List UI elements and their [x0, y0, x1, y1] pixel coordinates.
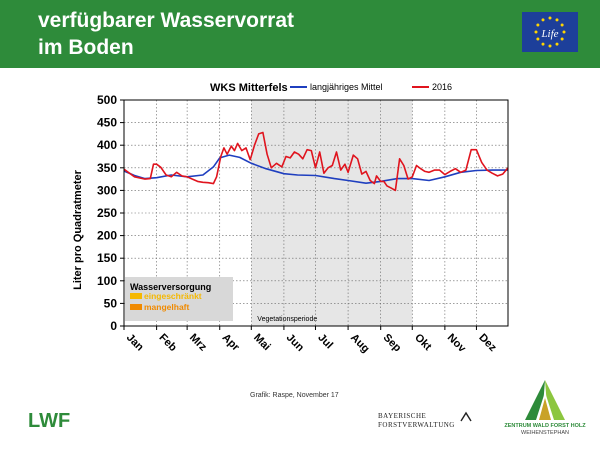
y-tick-label: 450 [97, 116, 117, 130]
lwf-logo-icon: LWF [28, 410, 70, 432]
eu-star-icon [548, 44, 552, 48]
water-supply-legend [125, 277, 233, 321]
eu-star-icon [534, 30, 538, 34]
lwf-logo-text: LWF [28, 410, 70, 429]
legend-label-2016: 2016 [432, 82, 452, 92]
eu-star-icon [555, 42, 559, 46]
vegetation-period-label: Vegetationsperiode [257, 316, 317, 323]
eu-life-logo: Life [522, 12, 578, 52]
zwf-logo-line-2: WEIHENSTEPHAN [521, 430, 569, 436]
y-tick-label: 200 [97, 229, 117, 243]
life-logo-text: Life [540, 28, 558, 40]
bfv-logo-line-2: FORSTVERWALTUNG [378, 421, 455, 429]
x-tick-label-dez: Dez [476, 332, 499, 355]
y-tick-label: 50 [104, 296, 118, 310]
x-tick-label-aug: Aug [348, 332, 372, 356]
x-tick-label-mrz: Mrz [187, 332, 209, 354]
y-tick-label: 150 [97, 251, 117, 265]
y-tick-label: 300 [97, 183, 117, 197]
eu-star-icon [541, 42, 545, 46]
eu-star-icon [560, 37, 564, 41]
water-supply-swatch [130, 304, 142, 310]
series-line-mittel [123, 154, 508, 184]
chart-title: WKS Mitterfels [210, 82, 288, 94]
x-tick-label-sep: Sep [381, 332, 404, 355]
series-line-2016 [123, 131, 509, 192]
y-tick-label: 400 [97, 138, 117, 152]
y-axis-label: Liter pro Quadratmeter [72, 169, 84, 290]
eu-star-icon [536, 23, 540, 27]
eu-star-icon [536, 37, 540, 41]
water-supply-swatch [130, 293, 142, 299]
x-tick-label-jun: Jun [284, 332, 307, 355]
x-tick-label-nov: Nov [445, 332, 469, 356]
tree-icon [525, 380, 565, 420]
zentrum-wald-forst-holz-logo: ZENTRUM WALD FORST HOLZ WEIHENSTEPHAN [490, 378, 600, 450]
x-tick-label-mai: Mai [251, 332, 272, 353]
water-supply-item-label: mangelhaft [144, 302, 190, 312]
eu-star-icon [560, 23, 564, 27]
page-title-line-2: im Boden [38, 36, 134, 59]
chart-svg: WKS Mitterfels Liter pro Quadratmeter Ve… [72, 82, 509, 356]
y-tick-label: 500 [97, 93, 117, 107]
graphic-credit: Grafik: Raspe, November 17 [250, 392, 339, 399]
eu-flag-icon: Life [522, 12, 578, 52]
eu-star-icon [541, 18, 545, 22]
x-tick-label-jul: Jul [315, 332, 335, 352]
bfv-arrow-icon [460, 411, 472, 422]
x-tick-label-jan: Jan [124, 332, 146, 354]
bfv-logo-line-1: BAYERISCHE [378, 412, 427, 420]
y-tick-label: 0 [110, 319, 117, 333]
y-tick-label: 100 [97, 274, 117, 288]
page-title: verfügbarer Wasservorrat im Boden [38, 7, 438, 61]
eu-star-icon [548, 16, 552, 20]
x-tick-label-okt: Okt [412, 332, 434, 354]
y-tick-label: 250 [97, 206, 117, 220]
eu-star-icon [562, 30, 566, 34]
water-supply-item-label: eingeschränkt [144, 291, 202, 301]
x-tick-label-apr: Apr [220, 332, 242, 354]
eu-star-icon [555, 18, 559, 22]
header-bar: verfügbarer Wasservorrat im Boden Life [0, 0, 600, 68]
y-tick-label: 350 [97, 161, 117, 175]
legend-label-mittel: langjähriges Mittel [310, 82, 383, 92]
chart: WKS Mitterfels Liter pro Quadratmeter Ve… [68, 70, 528, 365]
bayerische-forstverwaltung-logo: BAYERISCHE FORSTVERWALTUNG [378, 412, 455, 430]
x-tick-label-feb: Feb [156, 332, 179, 355]
lwf-logo: LWF [28, 409, 78, 432]
zwf-logo-line-1: ZENTRUM WALD FORST HOLZ [504, 423, 586, 429]
zwf-logo-text: ZENTRUM WALD FORST HOLZ WEIHENSTEPHAN [490, 423, 600, 437]
page-title-line-1: verfügbarer Wasservorrat [38, 9, 294, 32]
water-supply-legend-title: Wasserversorgung [130, 282, 211, 292]
